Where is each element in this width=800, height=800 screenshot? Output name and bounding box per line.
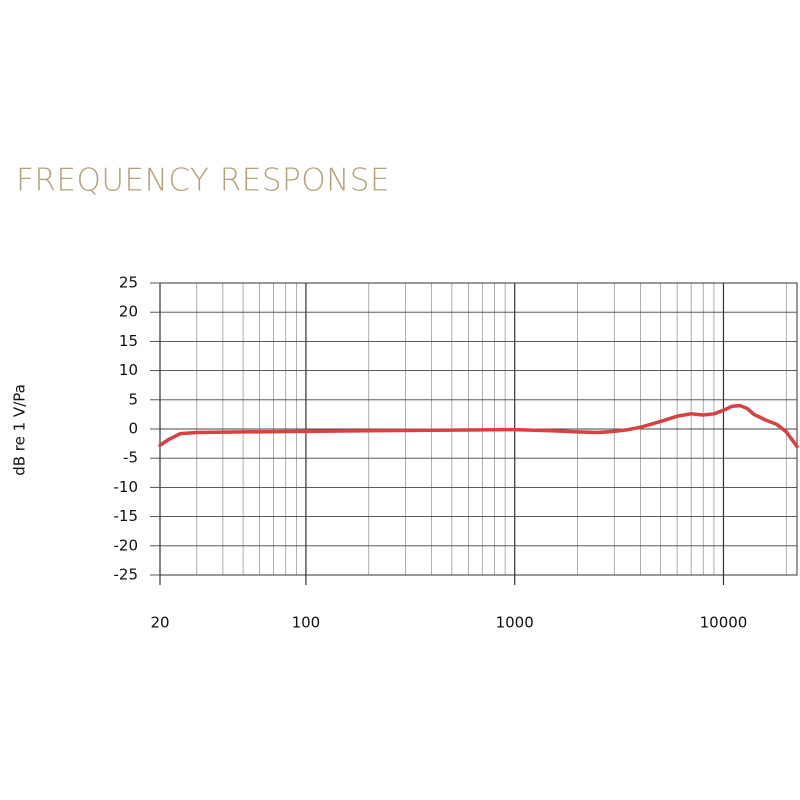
plot-frame xyxy=(159,282,798,576)
y-tick-label: -20 xyxy=(114,536,139,554)
response-line xyxy=(158,403,799,449)
y-tick-label: 20 xyxy=(119,303,138,321)
x-tick-label: 1000 xyxy=(496,614,534,632)
x-tick-label: 20 xyxy=(150,614,169,632)
y-tick-label: 25 xyxy=(119,274,138,292)
y-tick-label: -5 xyxy=(123,449,138,467)
y-axis-label: dB re 1 V/Pa xyxy=(11,384,29,476)
y-tick-label: 15 xyxy=(119,332,138,350)
y-tick-label: 5 xyxy=(128,390,138,408)
y-tick-label: -10 xyxy=(114,478,139,496)
y-tick-label: 10 xyxy=(119,361,138,379)
y-tick-label: -25 xyxy=(114,566,139,584)
y-tick-label: -15 xyxy=(114,507,139,525)
y-tick-label: 0 xyxy=(128,420,138,438)
chart-title: FREQUENCY RESPONSE xyxy=(16,163,390,199)
x-tick-label: 100 xyxy=(292,614,321,632)
x-tick-label: 10000 xyxy=(700,614,748,632)
